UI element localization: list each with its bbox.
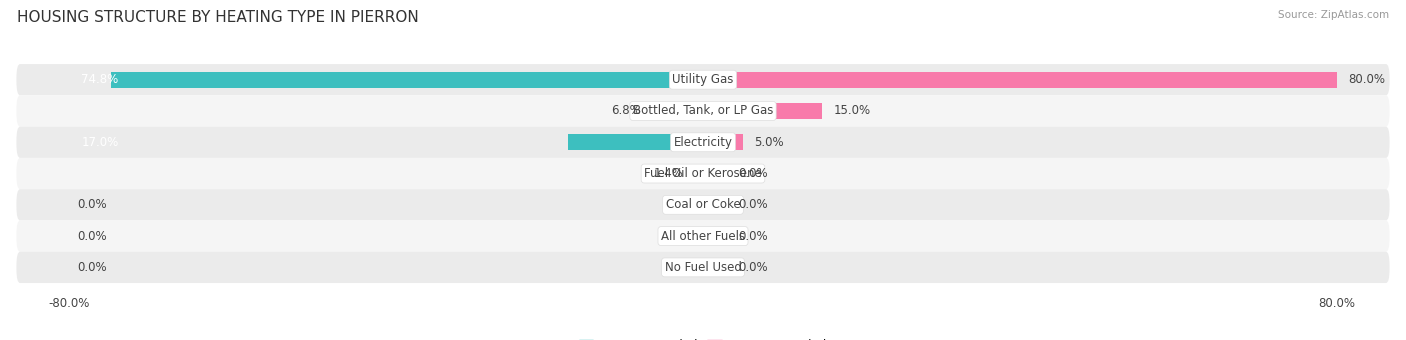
- FancyBboxPatch shape: [17, 189, 1389, 220]
- Text: 15.0%: 15.0%: [834, 104, 870, 118]
- Bar: [703, 259, 727, 275]
- Bar: [703, 134, 742, 150]
- Bar: [650, 103, 703, 119]
- Text: 0.0%: 0.0%: [77, 230, 107, 243]
- Bar: [703, 197, 727, 213]
- Bar: [111, 71, 703, 88]
- Legend: Owner-occupied, Renter-occupied: Owner-occupied, Renter-occupied: [579, 339, 827, 340]
- FancyBboxPatch shape: [17, 64, 1389, 95]
- Text: All other Fuels: All other Fuels: [661, 230, 745, 243]
- Text: 0.0%: 0.0%: [738, 198, 768, 211]
- Text: Coal or Coke: Coal or Coke: [665, 198, 741, 211]
- FancyBboxPatch shape: [17, 95, 1389, 126]
- Text: Electricity: Electricity: [673, 136, 733, 149]
- Text: 0.0%: 0.0%: [738, 230, 768, 243]
- FancyBboxPatch shape: [17, 158, 1389, 189]
- Text: 74.8%: 74.8%: [82, 73, 118, 86]
- Text: 80.0%: 80.0%: [1348, 73, 1385, 86]
- Text: 1.4%: 1.4%: [654, 167, 683, 180]
- Bar: [568, 134, 703, 150]
- Text: No Fuel Used: No Fuel Used: [665, 261, 741, 274]
- Bar: [703, 165, 727, 182]
- Bar: [703, 103, 821, 119]
- Text: 17.0%: 17.0%: [82, 136, 118, 149]
- FancyBboxPatch shape: [17, 252, 1389, 283]
- Bar: [703, 71, 1337, 88]
- FancyBboxPatch shape: [17, 220, 1389, 252]
- FancyBboxPatch shape: [17, 126, 1389, 158]
- Text: 0.0%: 0.0%: [77, 261, 107, 274]
- Text: 0.0%: 0.0%: [77, 198, 107, 211]
- Text: 0.0%: 0.0%: [738, 261, 768, 274]
- Text: Bottled, Tank, or LP Gas: Bottled, Tank, or LP Gas: [633, 104, 773, 118]
- Text: 6.8%: 6.8%: [612, 104, 641, 118]
- Bar: [692, 165, 703, 182]
- Text: 0.0%: 0.0%: [738, 167, 768, 180]
- Text: 5.0%: 5.0%: [755, 136, 785, 149]
- Text: Fuel Oil or Kerosene: Fuel Oil or Kerosene: [644, 167, 762, 180]
- Bar: [703, 228, 727, 244]
- Text: Source: ZipAtlas.com: Source: ZipAtlas.com: [1278, 10, 1389, 20]
- Text: HOUSING STRUCTURE BY HEATING TYPE IN PIERRON: HOUSING STRUCTURE BY HEATING TYPE IN PIE…: [17, 10, 419, 25]
- Text: Utility Gas: Utility Gas: [672, 73, 734, 86]
